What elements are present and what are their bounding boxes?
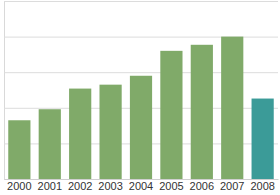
bar	[191, 45, 213, 179]
x-tick: 2007	[220, 179, 244, 192]
x-tick-label: 2003	[98, 180, 122, 192]
bar	[69, 89, 91, 179]
chart: 2000 2001 2002 2003 2004 2005 2006 2007 2008	[0, 0, 280, 195]
x-tick-label: 2008	[250, 180, 274, 192]
bar	[252, 99, 274, 179]
bar	[221, 37, 243, 179]
y-tick	[4, 1, 278, 2]
x-tick-label: 2001	[38, 180, 62, 192]
bar	[160, 51, 182, 179]
y-axis	[4, 2, 278, 180]
x-tick: 2002	[68, 179, 92, 192]
x-tick-label: 2006	[190, 180, 214, 192]
x-tick: 2006	[190, 179, 214, 192]
x-tick-label: 2007	[220, 180, 244, 192]
x-tick-label: 2000	[7, 180, 31, 192]
x-tick-label: 2004	[129, 180, 153, 192]
x-tick-label: 2005	[159, 180, 183, 192]
x-tick: 2001	[38, 179, 62, 192]
x-tick: 2004	[129, 179, 153, 192]
chart-svg: 2000 2001 2002 2003 2004 2005 2006 2007 2008	[0, 0, 280, 195]
plot: 2000 2001 2002 2003 2004 2005 2006 2007 2008	[4, 2, 279, 192]
x-tick: 2005	[159, 179, 183, 192]
x-tick-label: 2002	[68, 180, 92, 192]
x-tick: 2008	[250, 179, 274, 192]
bar	[39, 109, 61, 179]
x-axis: 2000 2001 2002 2003 2004 2005 2006 2007 2008	[5, 179, 279, 192]
bar	[8, 120, 30, 179]
grid-line	[4, 1, 278, 2]
x-tick: 2003	[98, 179, 122, 192]
bar	[130, 76, 152, 179]
x-tick: 2000	[7, 179, 31, 192]
y-axis-line	[5, 2, 279, 180]
bars	[8, 37, 273, 179]
bar	[99, 85, 121, 179]
